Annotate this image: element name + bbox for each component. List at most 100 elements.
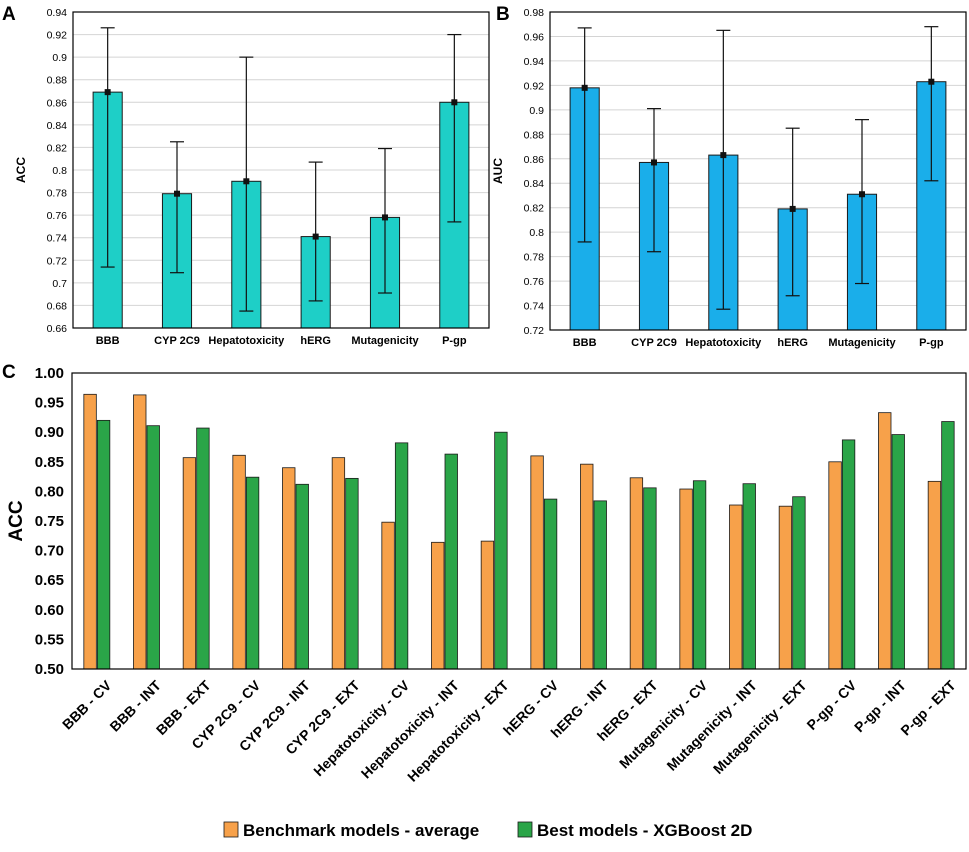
panel-c-xgboost-bar [841,439,856,670]
panel-c-xgboost-bar [146,425,160,670]
panel-b-mean-marker [859,191,865,198]
panel-a-ytick-label: 0.68 [47,300,68,312]
panel-a-mean-marker [174,190,180,197]
panel-a-ytick-label: 0.84 [47,120,68,132]
panel-c-xgboost-bar [295,483,309,670]
panel-c-plot-frame [71,372,967,670]
panel-c-legend: Benchmark models - average Best models - … [223,821,752,840]
panel-c-xgboost-bar [96,419,111,670]
panel-a-category-label: Hepatotoxicity [208,335,285,347]
panel-c-ytick-label: 0.85 [35,454,64,471]
panel-a-letter: A [2,4,16,25]
panel-a-ytick-label: 0.86 [47,97,68,109]
panel-c-benchmark-bar [232,454,246,670]
panel-c-category-label: Mutagenicity - INT [663,677,760,774]
panel-a-ytick-label: 0.78 [47,188,68,200]
panel-a-mean-marker [451,99,458,106]
panel-a-plot-frame [72,11,490,329]
panel-b-ytick-label: 0.74 [524,301,545,313]
panel-c-ytick-label: 1.00 [35,365,64,382]
panel-b-mean-marker [651,159,657,166]
panel-c-ytick-label: 0.65 [35,572,64,589]
panel-a-ytick-label: 0.66 [47,323,68,335]
panel-b-ytick-label: 0.84 [524,178,545,190]
legend-label-benchmark: Benchmark models - average [243,821,479,840]
panel-c-category-label: Mutagenicity - EXT [710,677,810,777]
panel-c-xgboost-bar [196,427,210,670]
panel-b-ytick-label: 0.72 [524,325,545,337]
panel-c-xgboost-bar [345,477,359,670]
panel-c-ytick-label: 0.55 [35,631,64,648]
panel-a-ytick-label: 0.9 [52,52,67,64]
panel-c-ytick-label: 0.90 [35,424,64,441]
panel-c-ytick-label: 0.60 [35,602,64,619]
panel-c-xgboost-bar [742,483,756,670]
panel-c-ytick-label: 0.70 [35,543,64,560]
panel-c-category-label: Hepatotoxicity - INT [358,677,463,782]
panel-b-ytick-label: 0.8 [529,227,544,239]
panel-c-benchmark-bar [828,461,842,670]
panel-a-mean-marker [312,233,319,240]
panel-a-ytick-label: 0.8 [52,165,67,177]
panel-a-ytick-label: 0.92 [47,30,68,42]
panel-b-category-label: P-gp [919,337,944,349]
panel-a-category-label: hERG [300,335,331,347]
panel-a-ytick-label: 0.74 [47,233,68,245]
panel-b-category-label: Mutagenicity [828,337,896,349]
panel-c-xgboost-bar [593,500,607,670]
panel-a-ytick-label: 0.94 [47,7,68,19]
panel-b-ytick-label: 0.92 [524,80,545,92]
panel-c-y-axis-label: ACC [6,500,27,541]
panel-c-ytick-label: 0.80 [35,483,64,500]
panel-b-mean-marker [581,84,588,91]
legend-swatch-benchmark [223,821,239,838]
panel-c-xgboost-bar [444,453,458,670]
panel-c-benchmark-bar [927,480,942,670]
panel-c-benchmark-bar [580,463,594,670]
panel-a-ytick-label: 0.82 [47,142,68,154]
panel-a-category-label: P-gp [442,335,467,347]
panel-b-ytick-label: 0.98 [524,7,545,19]
panel-c-xgboost-bar [692,480,707,670]
panel-c-benchmark-bar [133,394,147,670]
panel-c-category-label: Mutagenicity - CV [616,677,711,772]
panel-b-ytick-label: 0.88 [524,129,545,141]
panel-c-benchmark-bar [480,540,495,670]
panel-c-benchmark-bar [282,467,296,670]
panel-a-ytick-label: 0.76 [47,210,68,222]
panel-b-ytick-label: 0.9 [529,105,544,117]
panel-c-xgboost-bar [245,476,260,670]
panel-b-category-label: BBB [573,337,597,349]
panel-b-ytick-label: 0.86 [524,154,545,166]
panel-c-benchmark-bar [182,457,197,670]
panel-a-category-label: CYP 2C9 [154,335,200,347]
panel-c-xgboost-bar [941,421,955,670]
panel-c-ytick-label: 0.50 [35,661,64,678]
panel-b-mean-marker [789,205,796,212]
panel-b-ytick-label: 0.94 [524,56,545,68]
legend-label-xgboost: Best models - XGBoost 2D [537,821,752,840]
panel-c-benchmark-bar [431,541,445,670]
panel-a-mean-marker [104,89,111,96]
panel-b-ytick-label: 0.78 [524,252,545,264]
panel-a-ytick-label: 0.88 [47,75,68,87]
panel-c-benchmark-bar [381,521,395,670]
panel-a-mean-marker [382,214,388,221]
panel-c-xgboost-bar [891,434,905,670]
panel-c-xgboost-bar [494,431,508,670]
panel-c-benchmark-bar [530,455,544,670]
panel-b-ytick-label: 0.76 [524,276,545,288]
panel-b-y-axis-label: AUC [491,158,505,184]
panel-c-benchmark-bar [629,477,644,670]
panel-c-xgboost-bar [643,487,657,670]
panel-c-benchmark-bar [729,504,743,670]
panel-b-category-label: Hepatotoxicity [685,337,762,349]
panel-b-ytick-label: 0.96 [524,31,545,43]
panel-a-category-label: BBB [96,335,120,347]
panel-b-plot-frame [549,11,967,331]
panel-c-ytick-label: 0.75 [35,513,64,530]
panel-c-benchmark-bar [878,412,892,670]
panel-c-category-label: Hepatotoxicity - CV [310,677,413,780]
panel-c-benchmark-bar [331,457,346,670]
